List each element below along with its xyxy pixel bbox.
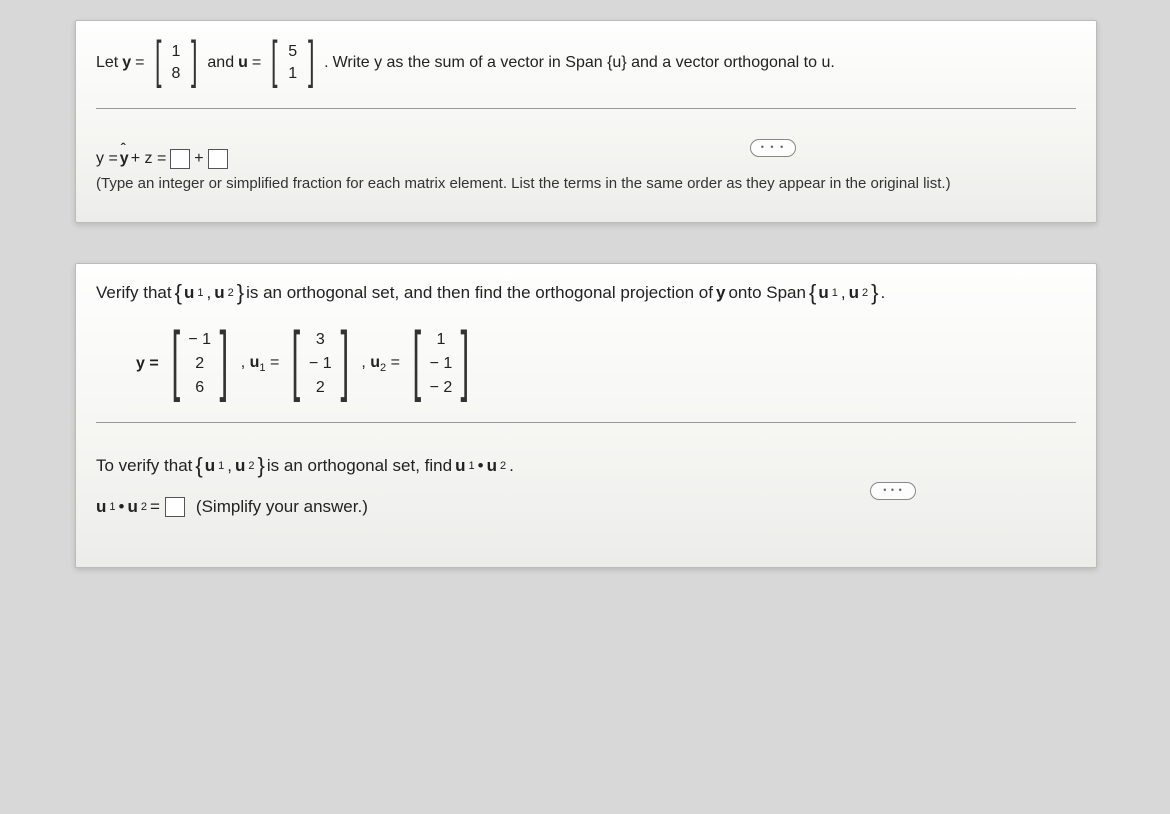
sub2: 2 — [228, 287, 234, 299]
y3-1: 2 — [191, 352, 209, 376]
eq-plus-z: + z = — [131, 150, 167, 168]
y3-2: 6 — [191, 376, 209, 400]
ans-dot: • — [119, 497, 125, 517]
u-vec-1: 1 — [284, 63, 302, 85]
sub1c: 1 — [218, 460, 224, 472]
u2-eq: , u2 = — [361, 354, 400, 374]
comma2: , — [841, 283, 846, 303]
equation-line: y = y + z = + — [96, 149, 1076, 169]
ans-sub2: 2 — [141, 501, 147, 513]
y-vec-1: 8 — [167, 63, 185, 85]
find-text: is an orthogonal set, find — [267, 456, 452, 476]
dot: • — [478, 456, 484, 476]
y-vector-3: [ − 1 2 6 ] — [165, 324, 235, 404]
sub2c: 2 — [248, 460, 254, 472]
ans-eq: = — [150, 497, 160, 517]
problem-panel-1: Let y = [ 1 8 ] and u = [ 5 1 ] — [75, 20, 1097, 223]
u1b: u — [818, 283, 828, 303]
y-vector: [ 1 8 ] — [151, 37, 202, 90]
problem-2-statement: Verify that { u1 , u2 } is an orthogonal… — [96, 280, 1076, 306]
u2d: u — [487, 456, 497, 476]
ans-u2: u — [127, 497, 137, 517]
sub1b: 1 — [832, 287, 838, 299]
verify-mid: is an orthogonal set, and then find the … — [246, 283, 713, 303]
set-open3: { — [195, 453, 201, 479]
u2: u — [214, 283, 224, 303]
y-eq: y = — [136, 355, 159, 373]
u1-eq: , u1 = — [241, 354, 280, 374]
set-close: } — [237, 280, 243, 306]
period: . — [324, 54, 328, 72]
u1d: u — [455, 456, 465, 476]
sentence-rest: Write y as the sum of a vector in Span {… — [333, 54, 835, 72]
set-close3: } — [258, 453, 264, 479]
expand-pill-2[interactable]: • • • — [870, 482, 916, 500]
period3: . — [509, 456, 514, 476]
expand-pill-1[interactable]: • • • — [750, 139, 796, 157]
equals: = — [135, 54, 144, 72]
sub1: 1 — [197, 287, 203, 299]
u-vec-0: 5 — [284, 41, 302, 63]
y3-0: − 1 — [188, 328, 211, 352]
eq-y: y = — [96, 150, 118, 168]
input-box-1[interactable] — [170, 149, 190, 169]
set-open: { — [175, 280, 181, 306]
verify-end: onto Span — [728, 283, 806, 303]
ans-u1: u — [96, 497, 106, 517]
eq-plus: + — [194, 150, 203, 168]
and-text: and — [207, 54, 234, 72]
y-vec-0: 1 — [167, 41, 185, 63]
sub2d: 2 — [500, 460, 506, 472]
u-vector: [ 5 1 ] — [267, 37, 318, 90]
u2b: u — [849, 283, 859, 303]
sub2b: 2 — [862, 287, 868, 299]
u2-2: − 2 — [430, 376, 453, 400]
comma3: , — [227, 456, 232, 476]
y-label: y — [122, 54, 131, 72]
vectors-block: y = [ − 1 2 6 ] , u1 = [ 3 − 1 2 ] — [136, 324, 1076, 404]
answer-line: u1 • u2 = (Simplify your answer.) — [96, 497, 1076, 517]
divider-1 — [96, 108, 1076, 109]
u1-2: 2 — [311, 376, 329, 400]
u2-0: 1 — [432, 328, 450, 352]
u1: u — [184, 283, 194, 303]
verify-line: To verify that { u1 , u2 } is an orthogo… — [96, 453, 1076, 479]
u-label: u — [238, 54, 248, 72]
set-open2: { — [809, 280, 815, 306]
input-box-3[interactable] — [165, 497, 185, 517]
set-close2: } — [871, 280, 877, 306]
u2c: u — [235, 456, 245, 476]
hint-1: (Type an integer or simplified fraction … — [96, 175, 1076, 192]
divider-2 — [96, 422, 1076, 423]
problem-1-statement: Let y = [ 1 8 ] and u = [ 5 1 ] — [96, 37, 1076, 90]
sub1d: 1 — [468, 460, 474, 472]
u2-vector-3: [ 1 − 1 − 2 ] — [406, 324, 476, 404]
equals2: = — [252, 54, 261, 72]
comma: , — [206, 283, 211, 303]
u1-0: 3 — [311, 328, 329, 352]
y-bold: y — [716, 283, 725, 303]
let-text: Let — [96, 54, 118, 72]
u1-vector-3: [ 3 − 1 2 ] — [285, 324, 355, 404]
problem-panel-2: Verify that { u1 , u2 } is an orthogonal… — [75, 263, 1097, 568]
input-box-2[interactable] — [208, 149, 228, 169]
u1-1: − 1 — [309, 352, 332, 376]
eq-yhat: y — [120, 150, 129, 168]
simplify: (Simplify your answer.) — [196, 497, 368, 517]
period2: . — [880, 283, 885, 303]
u1c: u — [205, 456, 215, 476]
u2-1: − 1 — [430, 352, 453, 376]
verify-pre: Verify that — [96, 283, 172, 303]
to-verify: To verify that — [96, 456, 192, 476]
ans-sub1: 1 — [109, 501, 115, 513]
